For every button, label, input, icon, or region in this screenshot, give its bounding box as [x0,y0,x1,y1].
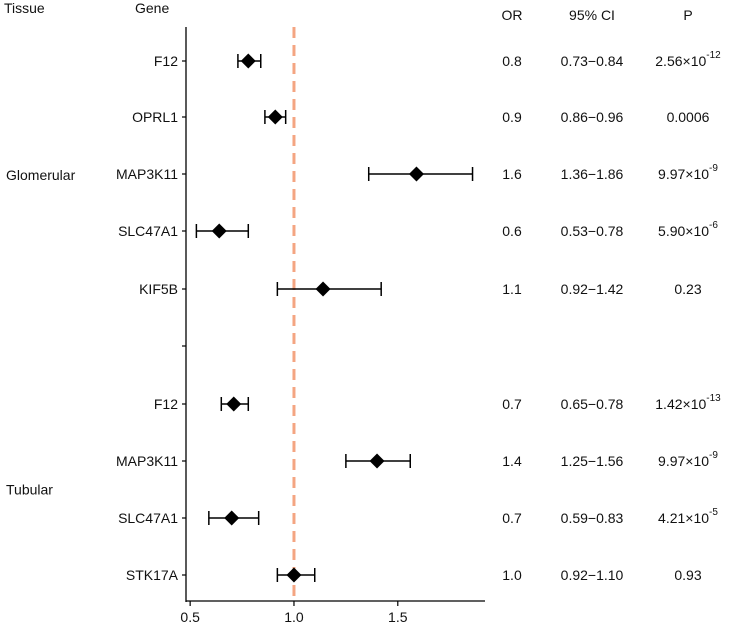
x-tick-label-1: 1.0 [284,609,304,625]
row-glomerular-map3k11: MAP3K11 1.6 1.36−1.86 9.97×10-9 [116,163,718,182]
ci-value: 0.65−0.78 [561,396,624,412]
p-value: 4.21×10-5 [658,507,718,526]
row-tubular-f12: F12 0.7 0.65−0.78 1.42×10-13 [154,393,721,412]
estimate-marker [240,53,256,69]
p-value-base: 2.56×10 [655,53,706,69]
header-or: OR [502,7,523,23]
or-value: 1.4 [502,453,522,469]
p-value-base: 9.97×10 [658,453,709,469]
axes-layer: 0.5 1.0 1.5 [180,27,485,625]
estimate-marker [224,510,240,526]
ci-value: 0.53−0.78 [561,223,624,239]
tissue-label-glomerular: Glomerular [6,167,76,183]
x-tick-label-0: 0.5 [180,609,200,625]
rows-layer: F12 0.8 0.73−0.84 2.56×10-12 OPRL1 0.9 0.86−0.… [6,50,721,583]
gene-label: KIF5B [139,281,178,297]
ci-value: 1.25−1.56 [561,453,624,469]
p-value-base: 5.90×10 [658,223,709,239]
p-value-exponent: -9 [709,450,718,461]
ci-value: 0.73−0.84 [561,53,624,69]
or-value: 1.1 [502,281,522,297]
ci-value: 0.59−0.83 [561,510,624,526]
estimate-marker [267,109,283,125]
p-value: 0.23 [674,281,701,297]
p-value: 1.42×10-13 [655,393,721,412]
p-value: 9.97×10-9 [658,163,718,182]
p-value: 5.90×10-6 [658,220,718,239]
ci-value: 0.92−1.10 [561,567,624,583]
estimate-marker [226,396,242,412]
header-gene: Gene [135,0,169,16]
estimate-marker [408,166,424,182]
p-value-base: 0.23 [674,281,701,297]
or-value: 0.7 [502,396,522,412]
p-value-exponent: -6 [709,220,718,231]
estimate-marker [211,223,227,239]
row-glomerular-f12: F12 0.8 0.73−0.84 2.56×10-12 [154,50,721,69]
header-p: P [683,7,692,23]
tissue-label-tubular: Tubular [6,482,53,498]
header-tissue: Tissue [4,0,45,16]
p-value-base: 0.93 [674,567,701,583]
row-tubular-map3k11: MAP3K11 1.4 1.25−1.56 9.97×10-9 [116,450,718,469]
row-tubular-stk17a: STK17A 1.0 0.92−1.10 0.93 [126,567,702,583]
ci-value: 1.36−1.86 [561,166,624,182]
p-value-base: 4.21×10 [658,510,709,526]
gene-label: SLC47A1 [118,510,178,526]
gene-label: MAP3K11 [116,166,178,182]
p-value-base: 0.0006 [667,109,710,125]
or-value: 0.6 [502,223,522,239]
gene-label: STK17A [126,567,179,583]
header-ci: 95% CI [569,7,615,23]
p-value: 0.0006 [667,109,710,125]
p-value: 2.56×10-12 [655,50,721,69]
or-value: 0.9 [502,109,522,125]
gene-label: F12 [154,53,178,69]
p-value-exponent: -13 [706,393,721,404]
gene-label: MAP3K11 [116,453,178,469]
p-value-base: 1.42×10 [655,396,706,412]
ci-value: 0.86−0.96 [561,109,624,125]
or-value: 1.0 [502,567,522,583]
p-value-exponent: -5 [709,507,718,518]
gene-label: OPRL1 [132,109,178,125]
estimate-marker [315,281,331,297]
x-tick-label-2: 1.5 [388,609,408,625]
p-value-base: 9.97×10 [658,166,709,182]
or-value: 0.7 [502,510,522,526]
p-value: 9.97×10-9 [658,450,718,469]
estimate-marker [369,453,385,469]
p-value-exponent: -12 [706,50,721,61]
row-glomerular-slc47a1: SLC47A1 0.6 0.53−0.78 5.90×10-6 [118,220,718,239]
gene-label: F12 [154,396,178,412]
or-value: 1.6 [502,166,522,182]
p-value: 0.93 [674,567,701,583]
p-value-exponent: -9 [709,163,718,174]
row-glomerular-kif5b: KIF5B 1.1 0.92−1.42 0.23 [139,281,702,297]
or-value: 0.8 [502,53,522,69]
ci-value: 0.92−1.42 [561,281,624,297]
estimate-marker [286,567,302,583]
gene-label: SLC47A1 [118,223,178,239]
row-tubular-slc47a1: SLC47A1 0.7 0.59−0.83 4.21×10-5 [118,507,718,526]
row-glomerular-oprl1: OPRL1 0.9 0.86−0.96 0.0006 [132,109,710,125]
